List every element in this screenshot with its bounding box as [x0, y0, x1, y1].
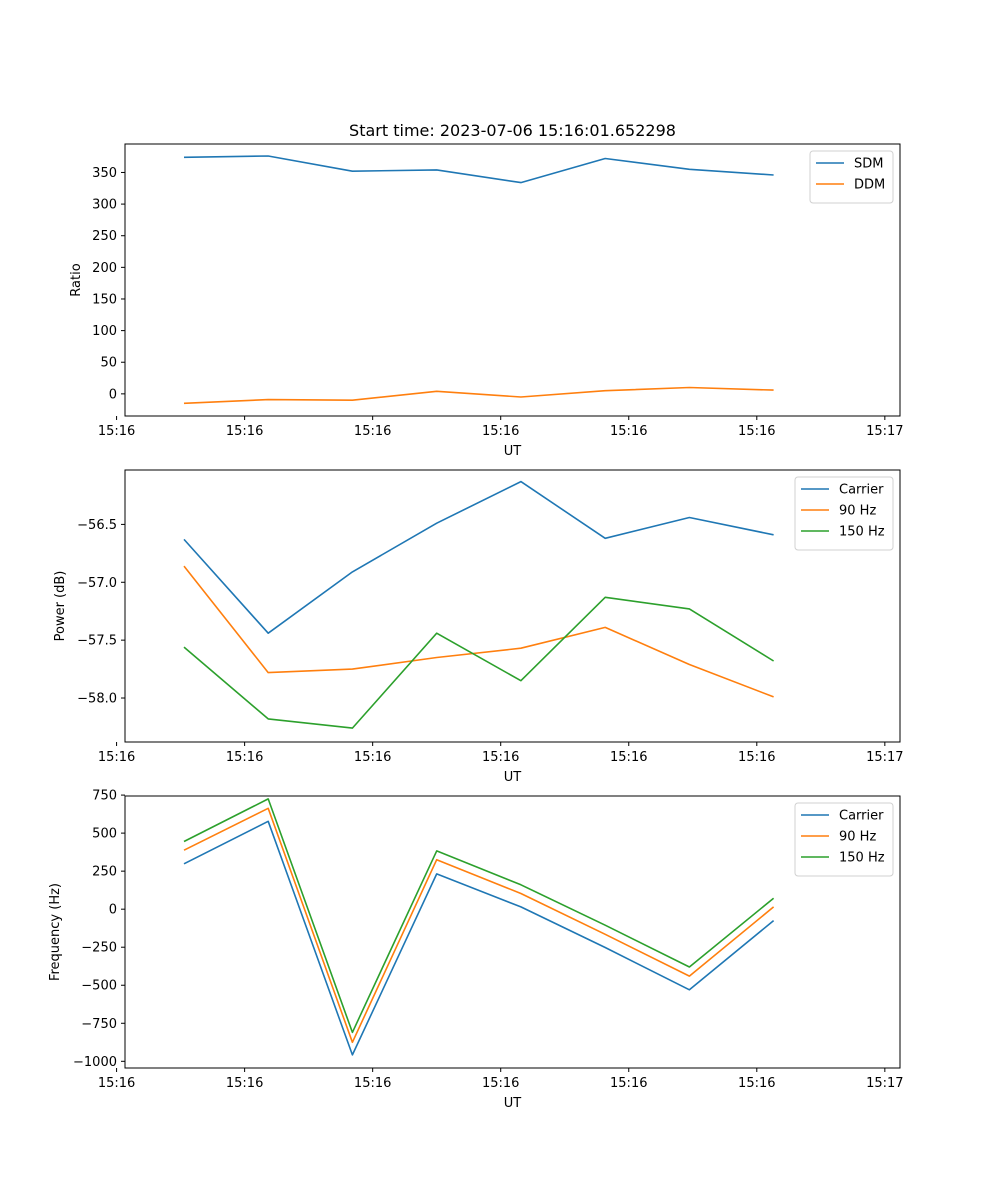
x-tick-label: 15:16	[610, 750, 647, 765]
y-tick-label: −500	[81, 979, 117, 994]
legend-label: SDM	[854, 157, 883, 172]
y-axis-label: Frequency (Hz)	[48, 883, 63, 981]
legend-label: Carrier	[839, 809, 884, 824]
x-axis-label: UT	[504, 1096, 522, 1111]
x-tick-label: 15:16	[226, 424, 263, 439]
axes-frame	[124, 469, 901, 743]
x-tick-label: 15:16	[354, 424, 391, 439]
series-line-150-hz	[183, 798, 775, 1034]
legend: SDM DDM	[809, 150, 894, 204]
y-tick-label: 250	[92, 865, 117, 880]
series-line-90-hz	[183, 565, 774, 698]
x-tick-label: 15:16	[738, 750, 775, 765]
x-tick-label: 15:17	[866, 1076, 903, 1091]
x-tick-label: 15:16	[482, 750, 519, 765]
x-tick-label: 15:17	[866, 424, 903, 439]
legend-label: 90 Hz	[839, 504, 876, 519]
y-tick-label: −250	[81, 941, 117, 956]
x-axis-label: UT	[504, 444, 522, 459]
y-tick-label: −58.0	[77, 692, 117, 707]
series-line-ddm	[183, 386, 774, 405]
x-tick-label: 15:16	[738, 1076, 775, 1091]
subplot-3: 15:16 15:16 15:16 15:16 15:16 15:16 15:17 −1000…	[48, 789, 904, 1111]
y-tick-label: 300	[92, 198, 117, 213]
x-tick-label: 15:16	[226, 1076, 263, 1091]
axes-frame	[124, 795, 901, 1069]
series-line-90-hz	[183, 807, 775, 1044]
x-tick-label: 15:16	[354, 1076, 391, 1091]
x-tick-label: 15:16	[98, 750, 135, 765]
y-tick-label: 500	[92, 827, 117, 842]
axes-frame	[124, 143, 901, 417]
y-tick-label: −57.5	[77, 634, 117, 649]
subplot-1: 15:16 15:16 15:16 15:16 15:16 15:16 15:17 0 50 10…	[69, 121, 904, 459]
legend-label: 90 Hz	[839, 830, 876, 845]
y-tick-label: −1000	[73, 1055, 117, 1070]
x-tick-label: 15:16	[738, 424, 775, 439]
y-tick-label: 250	[92, 229, 117, 244]
x-tick-label: 15:17	[866, 750, 903, 765]
y-tick-label: −56.5	[77, 518, 117, 533]
y-tick-label: 150	[92, 292, 117, 307]
legend: Carrier 90 Hz 150 Hz	[794, 476, 894, 551]
x-tick-label: 15:16	[610, 424, 647, 439]
legend-label: 150 Hz	[839, 525, 885, 540]
legend: Carrier 90 Hz 150 Hz	[794, 802, 894, 877]
y-axis-label: Ratio	[69, 263, 84, 296]
x-axis-label: UT	[504, 770, 522, 785]
y-tick-label: 0	[109, 387, 117, 402]
x-tick-label: 15:16	[610, 1076, 647, 1091]
x-tick-label: 15:16	[226, 750, 263, 765]
y-tick-label: 350	[92, 166, 117, 181]
chart-title: Start time: 2023-07-06 15:16:01.652298	[349, 121, 676, 140]
legend-box	[809, 150, 894, 204]
y-tick-label: 100	[92, 324, 117, 339]
series-line-sdm	[183, 155, 774, 184]
x-tick-label: 15:16	[98, 424, 135, 439]
x-tick-label: 15:16	[98, 1076, 135, 1091]
x-tick-label: 15:16	[482, 1076, 519, 1091]
y-tick-label: −57.0	[77, 576, 117, 591]
x-tick-label: 15:16	[482, 424, 519, 439]
y-tick-label: 200	[92, 261, 117, 276]
legend-label: DDM	[854, 178, 885, 193]
y-tick-label: 50	[100, 356, 117, 371]
series-line-carrier	[183, 480, 774, 635]
legend-label: 150 Hz	[839, 851, 885, 866]
x-tick-label: 15:16	[354, 750, 391, 765]
y-axis-label: Power (dB)	[53, 571, 68, 642]
y-tick-label: 750	[92, 789, 117, 804]
y-tick-label: 0	[109, 903, 117, 918]
series-line-carrier	[183, 820, 775, 1056]
series-line-150-hz	[183, 596, 775, 729]
y-tick-label: −750	[81, 1017, 117, 1032]
legend-label: Carrier	[839, 483, 884, 498]
subplot-2: 15:16 15:16 15:16 15:16 15:16 15:16 15:17 −58.0…	[53, 469, 904, 785]
